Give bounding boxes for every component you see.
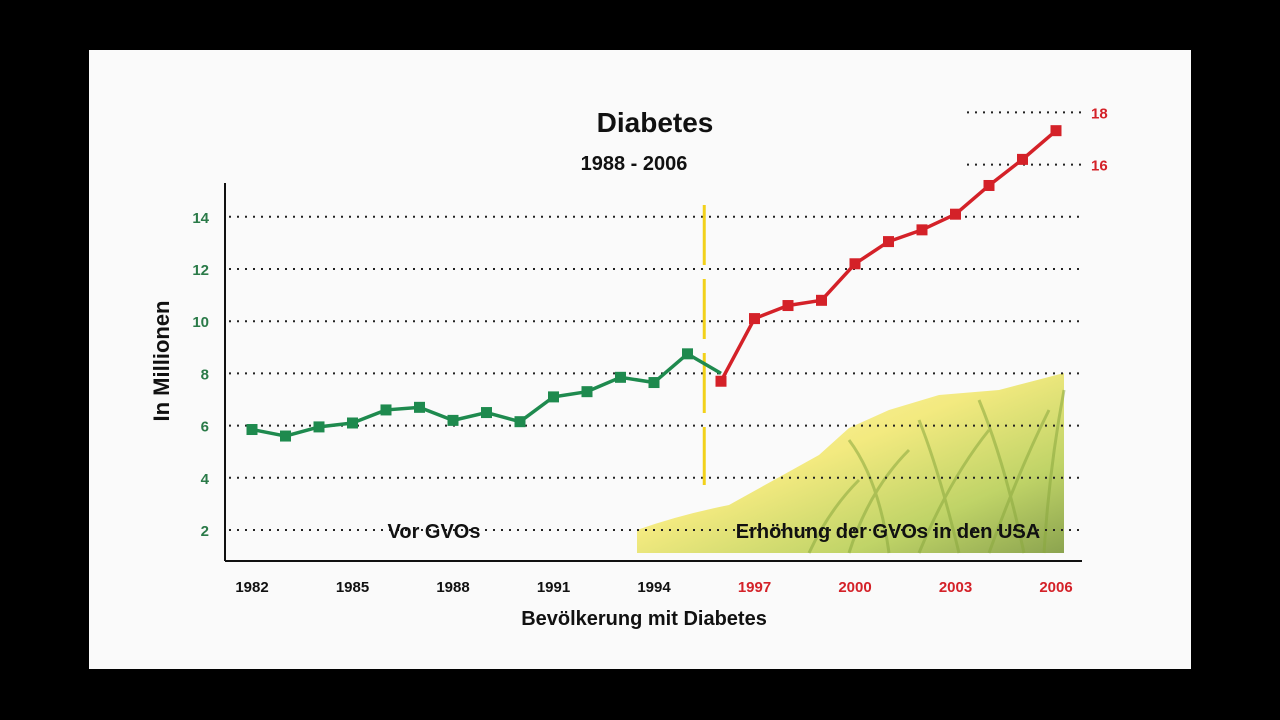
y-tick-label: 10 (192, 314, 209, 331)
y-tick-label: 12 (192, 262, 209, 279)
data-point (380, 404, 392, 416)
y-tick-label: 8 (201, 366, 209, 383)
data-point (782, 300, 794, 312)
data-point (548, 391, 559, 403)
x-tick-label: 1985 (336, 579, 369, 596)
x-tick-label: 1988 (436, 579, 469, 596)
x-tick-label: 1991 (537, 579, 570, 596)
y-tick-label: 18 (1091, 105, 1108, 122)
data-point (648, 377, 660, 389)
data-point (1050, 125, 1062, 137)
data-point (950, 208, 961, 220)
y-axis-label: In Millionen (149, 301, 174, 422)
y-axis-ticks: 2 4 6 8 10 12 14 16 18 (192, 105, 1107, 540)
data-point (514, 416, 526, 428)
data-point (246, 424, 258, 436)
chart-subtitle: 1988 - 2006 (581, 153, 688, 175)
data-point (916, 224, 928, 236)
data-point (715, 375, 727, 387)
data-point (313, 421, 325, 433)
data-point (682, 348, 693, 360)
data-point (447, 414, 459, 426)
y-tick-label: 16 (1091, 158, 1108, 175)
x-axis-label: Bevölkerung mit Diabetes (521, 608, 767, 630)
data-point (883, 236, 894, 248)
cornfield-image (637, 373, 1066, 554)
data-point (414, 401, 425, 413)
chart-title: Diabetes (597, 107, 714, 138)
x-tick-label: 1997 (738, 579, 771, 596)
y-tick-label: 2 (201, 523, 209, 540)
x-axis-ticks: 1982 1985 1988 1991 1994 1997 2000 2003 2006 (235, 579, 1072, 596)
data-point (481, 407, 492, 419)
data-point (849, 258, 861, 270)
x-tick-label: 2000 (838, 579, 871, 596)
series-line-after (719, 129, 1058, 383)
x-tick-label: 2003 (939, 579, 972, 596)
diabetes-chart: Diabetes 1988 - 2006 2 4 6 8 10 12 14 16 18 1982… (149, 105, 1108, 630)
data-point (615, 371, 626, 383)
data-series (246, 125, 1062, 442)
y-tick-label: 6 (201, 419, 209, 436)
data-point (347, 417, 358, 429)
annotation-before: Vor GVOs (388, 521, 481, 543)
y-tick-label: 4 (201, 471, 210, 488)
data-point (1017, 153, 1028, 165)
data-point (816, 294, 827, 306)
x-tick-label: 1982 (235, 579, 268, 596)
data-point (749, 313, 760, 325)
data-point (581, 386, 593, 398)
data-point (280, 430, 291, 442)
slide-frame: Diabetes 1988 - 2006 2 4 6 8 10 12 14 16 18 1982… (89, 50, 1191, 669)
x-tick-label: 1994 (637, 579, 671, 596)
x-tick-label: 2006 (1039, 579, 1072, 596)
data-point (983, 179, 995, 191)
y-tick-label: 14 (192, 210, 209, 227)
annotation-after: Erhöhung der GVOs in den USA (736, 521, 1040, 543)
